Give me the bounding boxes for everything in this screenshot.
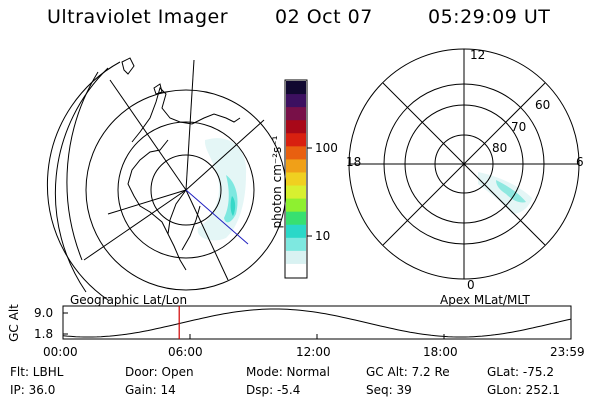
colorbar-label-100: 100: [315, 141, 338, 155]
mlat-label-60: 60: [535, 98, 551, 112]
mlat-label-80: 80: [492, 141, 508, 155]
altitude-xtick-0000: 00:00: [43, 345, 78, 359]
info-filter: Flt: LBHL: [10, 365, 64, 379]
info-mode: Mode: Normal: [246, 365, 330, 379]
altitude-xtick-1800: 18:00: [423, 345, 458, 359]
altitude-curve: [62, 308, 572, 338]
altitude-xtick-2359: 23:59: [550, 345, 585, 359]
colorbar-segment: [286, 211, 306, 226]
info-glat: GLat: -75.2: [487, 365, 554, 379]
colorbar-frame: [284, 79, 308, 279]
geo-map-caption: Geographic Lat/Lon: [70, 293, 188, 307]
info-dsp: Dsp: -5.4: [246, 383, 301, 397]
geographic-map: [46, 57, 287, 301]
colorbar-segment: [286, 263, 306, 278]
altitude-xtick-1200: 12:00: [296, 345, 331, 359]
altitude-plot: [62, 305, 572, 340]
altitude-xtick-0600: 06:00: [168, 345, 203, 359]
colorbar-segment: [286, 159, 306, 173]
colorbar: [284, 79, 312, 279]
colorbar-unit-label: photon cm⁻²s⁻¹: [270, 135, 284, 229]
colorbar-segment: [286, 107, 306, 121]
mag-map-caption: Apex MLat/MLT: [440, 293, 530, 307]
info-gain: Gain: 14: [125, 383, 176, 397]
info-seq: Seq: 39: [366, 383, 412, 397]
colorbar-segment: [286, 120, 306, 134]
colorbar-segment: [286, 185, 306, 200]
altitude-ylabel: GC Alt: [7, 304, 21, 342]
colorbar-segment: [286, 224, 306, 239]
colorbar-segment: [286, 237, 306, 252]
altitude-xticks: [62, 334, 572, 339]
colorbar-segment: [286, 198, 306, 213]
observation-time: 05:29:09 UT: [428, 6, 551, 28]
altitude-ytick-high: 9.0: [34, 306, 54, 320]
mlt-label-0: 0: [467, 278, 475, 292]
magnetic-map: [348, 48, 580, 280]
colorbar-segment: [286, 146, 306, 160]
colorbar-segment: [286, 250, 306, 265]
mlt-label-12: 12: [470, 48, 486, 62]
info-door: Door: Open: [125, 365, 194, 379]
colorbar-segment: [286, 94, 306, 108]
info-glon: GLon: 252.1: [487, 383, 560, 397]
mlat-label-70: 70: [511, 120, 527, 134]
info-gc-alt: GC Alt: 7.2 Re: [366, 365, 450, 379]
app-title: Ultraviolet Imager: [47, 6, 229, 28]
colorbar-segment: [286, 81, 306, 95]
colorbar-segment: [286, 172, 306, 187]
mlt-label-6: 6: [576, 155, 584, 169]
mlt-label-18: 18: [346, 155, 362, 169]
colorbar-label-10: 10: [315, 229, 331, 243]
geo-aurora-emission: [197, 138, 247, 241]
colorbar-segment: [286, 133, 306, 147]
observation-date: 02 Oct 07: [275, 6, 373, 28]
altitude-ytick-low: 1.8: [34, 327, 54, 341]
info-ip: IP: 36.0: [10, 383, 56, 397]
